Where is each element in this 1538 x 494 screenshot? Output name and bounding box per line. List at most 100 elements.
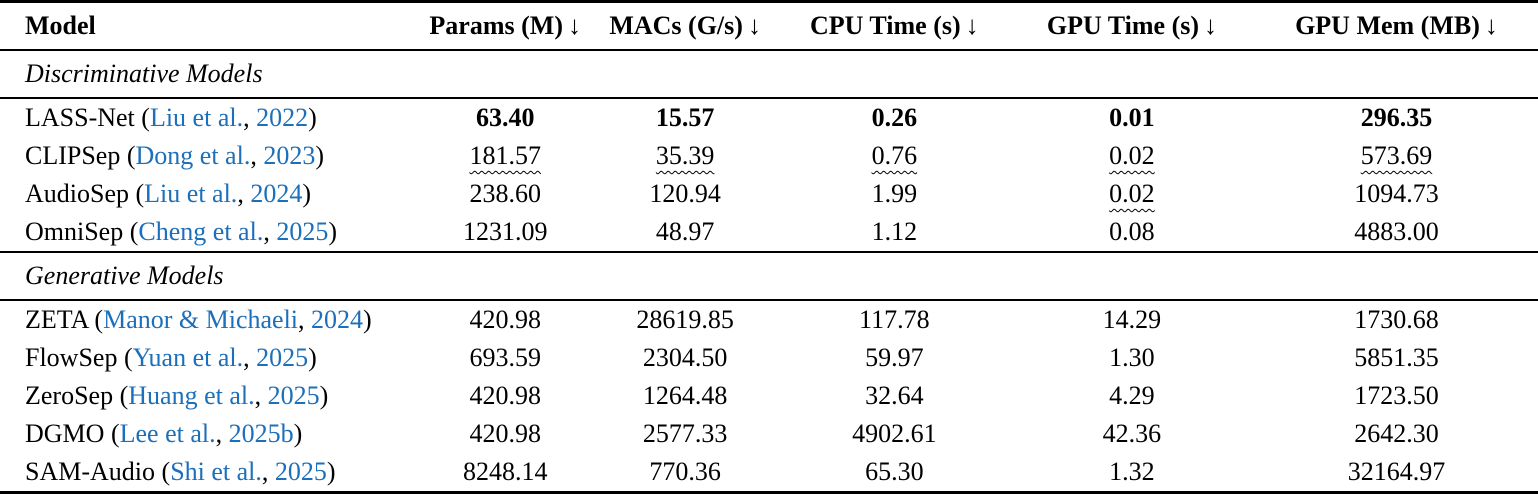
cite-separator: , xyxy=(261,457,275,486)
gpu-time-value: 0.02 xyxy=(1109,179,1155,208)
model-cell: OmniSep (Cheng et al., 2025) xyxy=(0,213,420,253)
cpu-time-value: 117.78 xyxy=(859,305,930,334)
cite-separator: , xyxy=(237,179,251,208)
model-name: AudioSep xyxy=(25,179,129,208)
cpu-time-value: 59.97 xyxy=(865,343,924,372)
cite-separator: , xyxy=(243,103,257,132)
table-row-omnisep: OmniSep (Cheng et al., 2025) 1231.09 48.… xyxy=(0,213,1538,253)
column-header-model: Model xyxy=(0,1,420,51)
cite-paren-close: ) xyxy=(315,141,324,170)
model-name: ZETA xyxy=(25,305,88,334)
params-value: 420.98 xyxy=(469,381,541,410)
citation-authors-link[interactable]: Shi et al. xyxy=(170,457,262,486)
citation-year-link[interactable]: 2022 xyxy=(256,103,309,132)
macs-value: 28619.85 xyxy=(636,305,734,334)
citation-year-link[interactable]: 2025b xyxy=(228,419,294,448)
table-row-clipsep: CLIPSep (Dong et al., 2023) 181.57 35.39… xyxy=(0,137,1538,175)
cite-separator: , xyxy=(298,305,312,334)
column-header-gpu-mem: GPU Mem (MB) ↓ xyxy=(1254,1,1538,51)
citation-authors-link[interactable]: Liu et al. xyxy=(149,103,244,132)
citation-authors-link[interactable]: Yuan et al. xyxy=(132,343,244,372)
cite-paren-open: ( xyxy=(87,305,104,334)
cpu-time-value: 0.76 xyxy=(871,141,918,170)
gpu-mem-value: 573.69 xyxy=(1360,141,1433,170)
cite-paren-open: ( xyxy=(155,457,171,486)
column-label: Model xyxy=(25,11,96,40)
column-label: GPU Time (s) xyxy=(1046,11,1199,40)
cite-paren-close: ) xyxy=(319,381,329,410)
gpu-mem-value: 1730.68 xyxy=(1354,305,1439,334)
cite-paren-open: ( xyxy=(134,103,150,132)
citation-year-link[interactable]: 2025 xyxy=(276,217,329,246)
citation-authors-link[interactable]: Dong et al. xyxy=(135,141,251,170)
citation-year-link[interactable]: 2025 xyxy=(274,457,327,486)
citation-authors-link[interactable]: Huang et al. xyxy=(128,381,255,410)
citation-authors-link[interactable]: Cheng et al. xyxy=(138,217,264,246)
gpu-time-value: 0.01 xyxy=(1109,103,1155,132)
gpu-time-value: 1.30 xyxy=(1109,343,1155,372)
model-cell: SAM-Audio (Shi et al., 2025) xyxy=(0,453,420,493)
citation-authors-link[interactable]: Lee et al. xyxy=(119,419,216,448)
cite-paren-close: ) xyxy=(302,179,311,208)
section-title: Discriminative Models xyxy=(0,50,1538,99)
cpu-time-value: 1.99 xyxy=(871,179,918,208)
params-value: 693.59 xyxy=(469,343,541,372)
gpu-mem-value: 32164.97 xyxy=(1347,457,1446,486)
gpu-time-value: 0.02 xyxy=(1109,141,1155,170)
down-arrow-icon: ↓ xyxy=(965,11,979,40)
column-label: MACs (G/s) xyxy=(609,11,743,40)
macs-value: 1264.48 xyxy=(642,381,728,410)
model-name: FlowSep xyxy=(25,343,118,372)
column-header-params: Params (M) ↓ xyxy=(419,1,591,51)
table-header: Model Params (M) ↓ MACs (G/s) ↓ CPU Time (… xyxy=(0,1,1538,51)
down-arrow-icon: ↓ xyxy=(747,11,761,40)
table-row-lass-net: LASS-Net (Liu et al., 2022) 63.40 15.57 … xyxy=(0,98,1538,137)
cite-paren-open: ( xyxy=(113,381,129,410)
column-header-macs: MACs (G/s) ↓ xyxy=(590,1,780,51)
citation-year-link[interactable]: 2024 xyxy=(250,179,303,208)
model-name: LASS-Net xyxy=(25,103,135,132)
cite-separator: , xyxy=(243,343,257,372)
macs-value: 770.36 xyxy=(649,457,721,486)
gpu-time-value: 0.08 xyxy=(1008,213,1255,253)
citation-year-link[interactable]: 2023 xyxy=(263,141,316,170)
params-value: 8248.14 xyxy=(462,457,548,486)
gpu-mem-value: 4883.00 xyxy=(1254,213,1538,253)
cite-separator: , xyxy=(250,141,264,170)
cite-paren-close: ) xyxy=(328,217,337,246)
cpu-time-value: 0.26 xyxy=(871,103,918,132)
table-row-sam-audio: SAM-Audio (Shi et al., 2025) 8248.14 770… xyxy=(0,453,1538,493)
citation-year-link[interactable]: 2025 xyxy=(256,343,309,372)
macs-value: 2304.50 xyxy=(642,343,728,372)
section-row-discriminative: Discriminative Models xyxy=(0,50,1538,99)
citation-year-link[interactable]: 2024 xyxy=(311,305,364,334)
macs-value: 35.39 xyxy=(655,141,715,170)
params-value: 420.98 xyxy=(469,305,541,334)
model-cell: FlowSep (Yuan et al., 2025) xyxy=(0,339,420,377)
cite-paren-open: ( xyxy=(123,217,139,246)
citation-authors-link[interactable]: Liu et al. xyxy=(144,179,238,208)
table-row-flowsep: FlowSep (Yuan et al., 2025) 693.59 2304.… xyxy=(0,339,1538,377)
gpu-mem-value: 5851.35 xyxy=(1354,343,1439,372)
model-name: ZeroSep xyxy=(25,381,114,410)
params-value: 63.40 xyxy=(475,103,535,132)
section-row-generative: Generative Models xyxy=(0,252,1538,301)
citation-authors-link[interactable]: Manor & Michaeli xyxy=(103,305,299,334)
column-label: CPU Time (s) xyxy=(809,11,961,40)
model-cell: ZETA (Manor & Michaeli, 2024) xyxy=(0,300,420,339)
column-label: GPU Mem (MB) xyxy=(1295,11,1480,40)
citation-year-link[interactable]: 2025 xyxy=(267,381,320,410)
cite-paren-open: ( xyxy=(120,141,136,170)
down-arrow-icon: ↓ xyxy=(567,11,581,40)
model-cell: DGMO (Lee et al., 2025b) xyxy=(0,415,420,453)
gpu-mem-value: 1094.73 xyxy=(1354,179,1439,208)
column-label: Params (M) xyxy=(429,11,563,40)
table-row-audiosep: AudioSep (Liu et al., 2024) 238.60 120.9… xyxy=(0,175,1538,213)
gpu-mem-value: 296.35 xyxy=(1360,103,1433,132)
column-header-cpu-time: CPU Time (s) ↓ xyxy=(779,1,1009,51)
gpu-time-value: 4.29 xyxy=(1109,381,1155,410)
model-cell: AudioSep (Liu et al., 2024) xyxy=(0,175,420,213)
cite-paren-close: ) xyxy=(308,103,317,132)
cpu-time-value: 65.30 xyxy=(865,457,924,486)
